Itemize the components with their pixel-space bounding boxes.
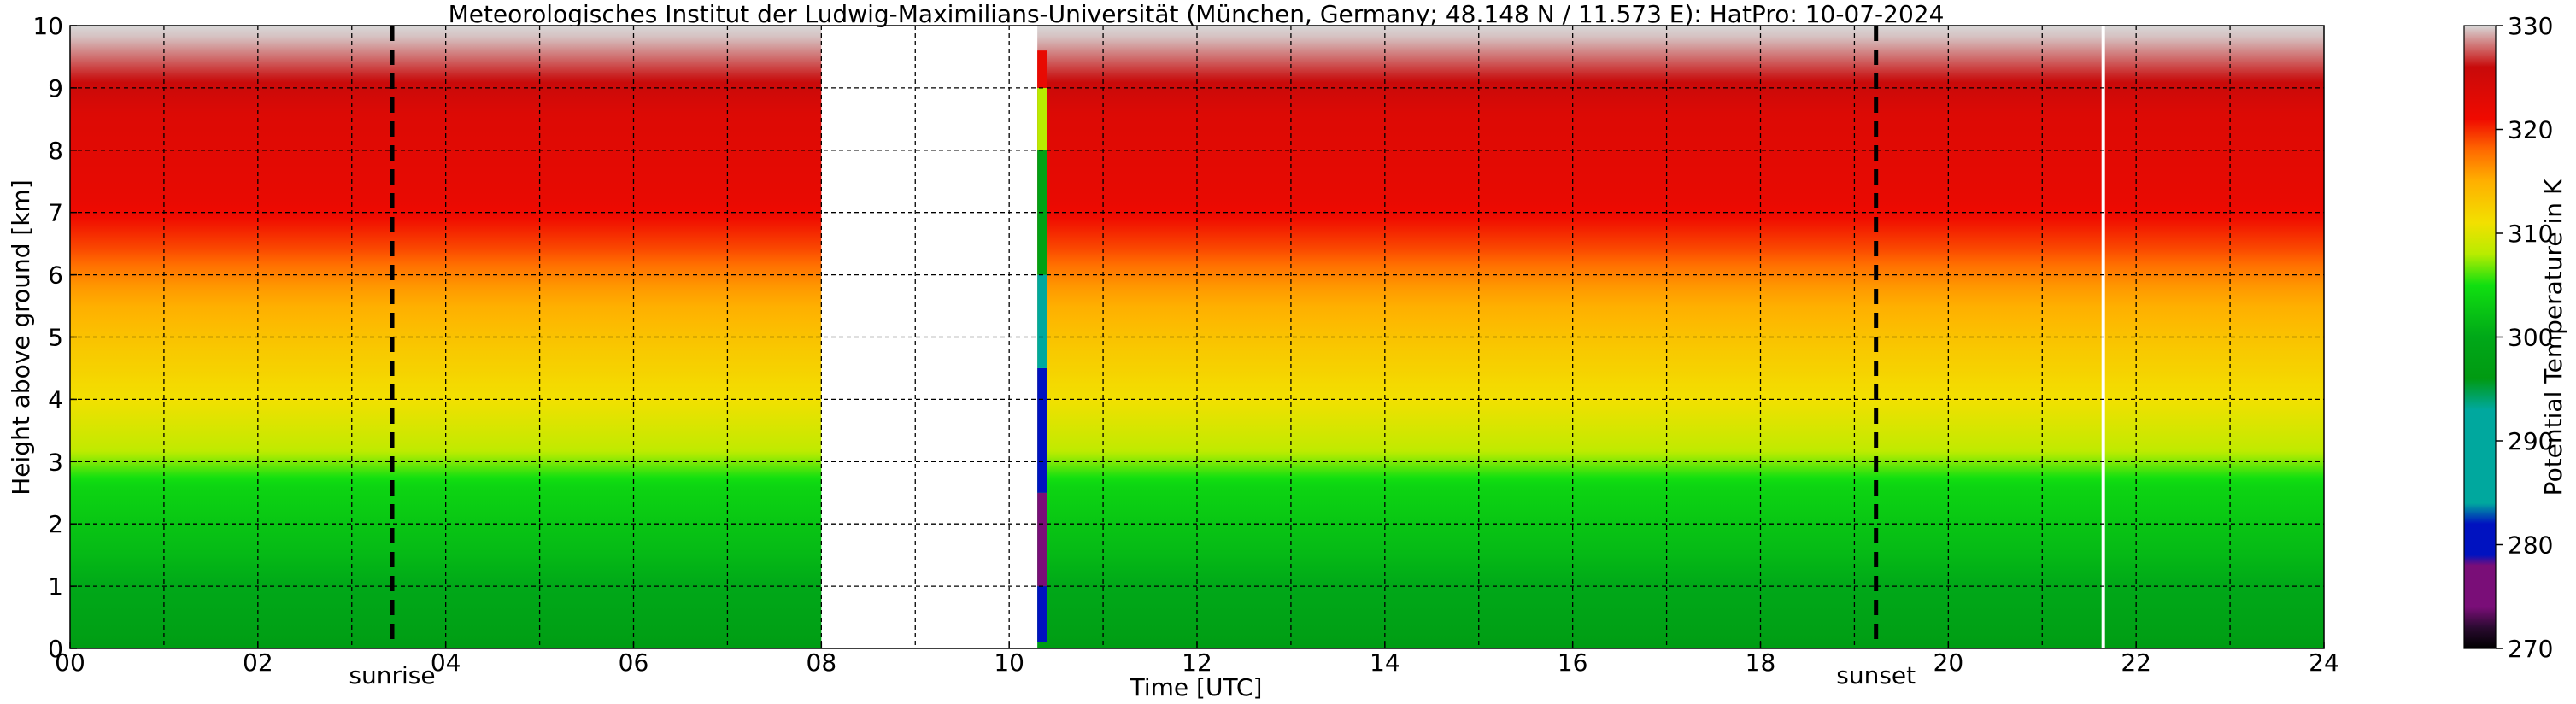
y-tick-label: 0 (48, 635, 63, 663)
colorbar-tick-label: 310 (2508, 220, 2553, 248)
x-axis-ticks: 00 02 04 06 08 10 12 14 16 18 20 22 24 (55, 642, 2339, 677)
chart-title: Meteorologisches Institut der Ludwig-Max… (449, 0, 1945, 28)
colorbar-tick-label: 280 (2508, 531, 2553, 560)
x-tick-label: 02 (243, 648, 273, 677)
y-tick-label: 5 (48, 324, 63, 352)
marker-labels: sunrise sunset (349, 661, 1916, 689)
y-axis-label: Height above ground [km] (7, 179, 35, 496)
x-tick-label: 04 (431, 648, 461, 677)
y-tick-label: 9 (48, 74, 63, 103)
x-tick-label: 06 (619, 648, 649, 677)
plot-area (70, 26, 2324, 648)
marker-layer (390, 26, 1879, 648)
y-tick-label: 3 (48, 448, 63, 476)
y-tick-label: 8 (48, 137, 63, 165)
y-axis-ticks: 0 1 2 3 4 5 6 7 8 9 10 (32, 12, 77, 663)
y-tick-label: 4 (48, 385, 63, 414)
colorbar-gradient (2463, 25, 2497, 649)
x-axis-label: Time [UTC] (1130, 673, 1263, 701)
strip-segment-7 (1037, 50, 1047, 88)
x-tick-label: 24 (2309, 648, 2339, 677)
y-tick-label: 1 (48, 572, 63, 601)
y-tick-label: 10 (32, 12, 63, 40)
strip-segment-4 (1037, 274, 1047, 368)
colorbar-tick-label: 330 (2508, 12, 2553, 40)
x-tick-label: 18 (1746, 648, 1776, 677)
sunrise-label: sunrise (349, 661, 435, 689)
strip-segment-2 (1037, 492, 1047, 587)
x-tick-label: 16 (1558, 648, 1588, 677)
strip-segment-1 (1037, 586, 1047, 642)
x-tick-label: 20 (1933, 648, 1964, 677)
x-tick-label: 08 (807, 648, 837, 677)
colorbar-label: Potential Temperature in K (2539, 179, 2567, 496)
x-tick-label: 14 (1370, 648, 1400, 677)
grid-layer (70, 26, 2324, 648)
x-tick-label: 10 (994, 648, 1024, 677)
colorbar-tick-label: 300 (2508, 324, 2553, 352)
colorbar: 270 280 290 300 310 320 330 Potential Temperat… (2463, 12, 2567, 663)
sunset-label: sunset (1836, 661, 1916, 689)
colorbar-tick-label: 290 (2508, 427, 2553, 455)
colorbar-tick-label: 270 (2508, 635, 2553, 663)
y-tick-label: 6 (48, 261, 63, 290)
strip-segment-6 (1037, 87, 1047, 150)
x-tick-label: 22 (2121, 648, 2151, 677)
colorbar-ticks: 270 280 290 300 310 320 330 (2496, 12, 2553, 663)
strip-segment-3 (1037, 367, 1047, 493)
colorbar-tick-label: 320 (2508, 116, 2553, 144)
y-tick-label: 2 (48, 510, 63, 538)
y-tick-label: 7 (48, 199, 63, 227)
x-tick-label: 00 (55, 648, 85, 677)
x-tick-label: 12 (1182, 648, 1212, 677)
